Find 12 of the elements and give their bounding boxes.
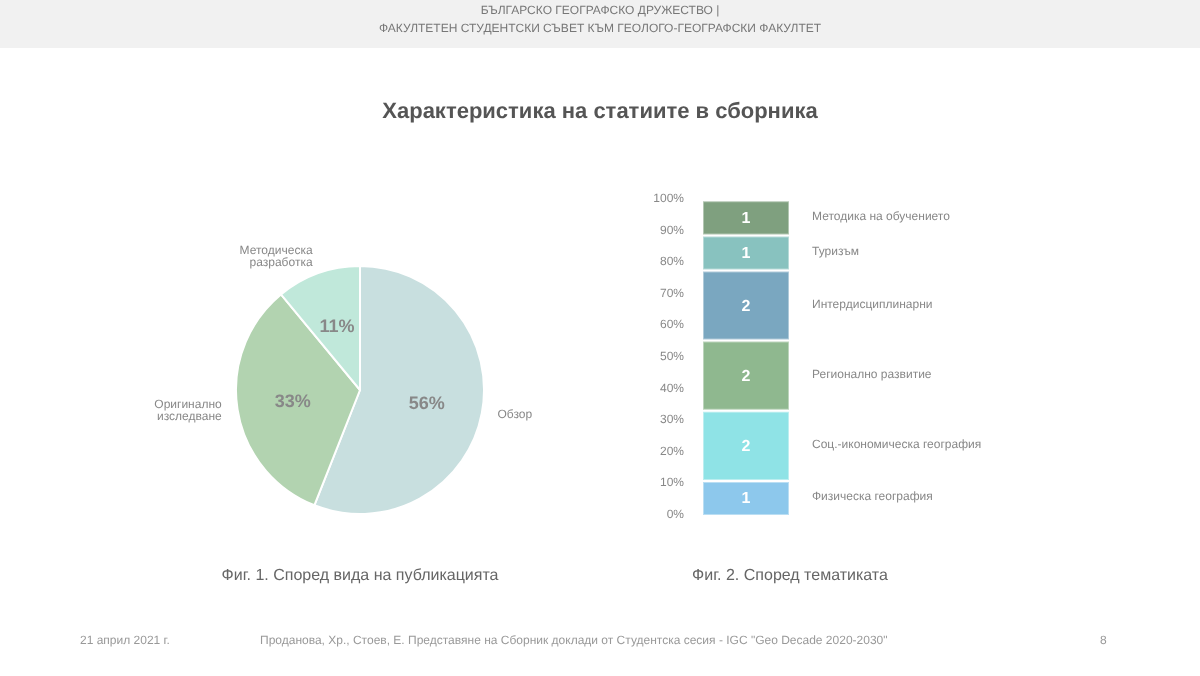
data-label: 33% [274,390,311,411]
text: Фиг. 2. Според тематиката [690,566,890,584]
text: Характеристика на статиите в сборника [380,100,820,124]
annotation: 2 [741,296,752,315]
data-label: 56% [408,392,445,413]
annotation: 2 [741,366,752,385]
annotation: 1 [741,489,752,508]
data-label: 11% [319,316,355,337]
annotation: 2 [741,436,752,455]
annotation: 1 [741,243,752,262]
annotation: 1 [741,208,752,227]
text: Фиг. 1. Според вида на публикацията [219,566,501,584]
